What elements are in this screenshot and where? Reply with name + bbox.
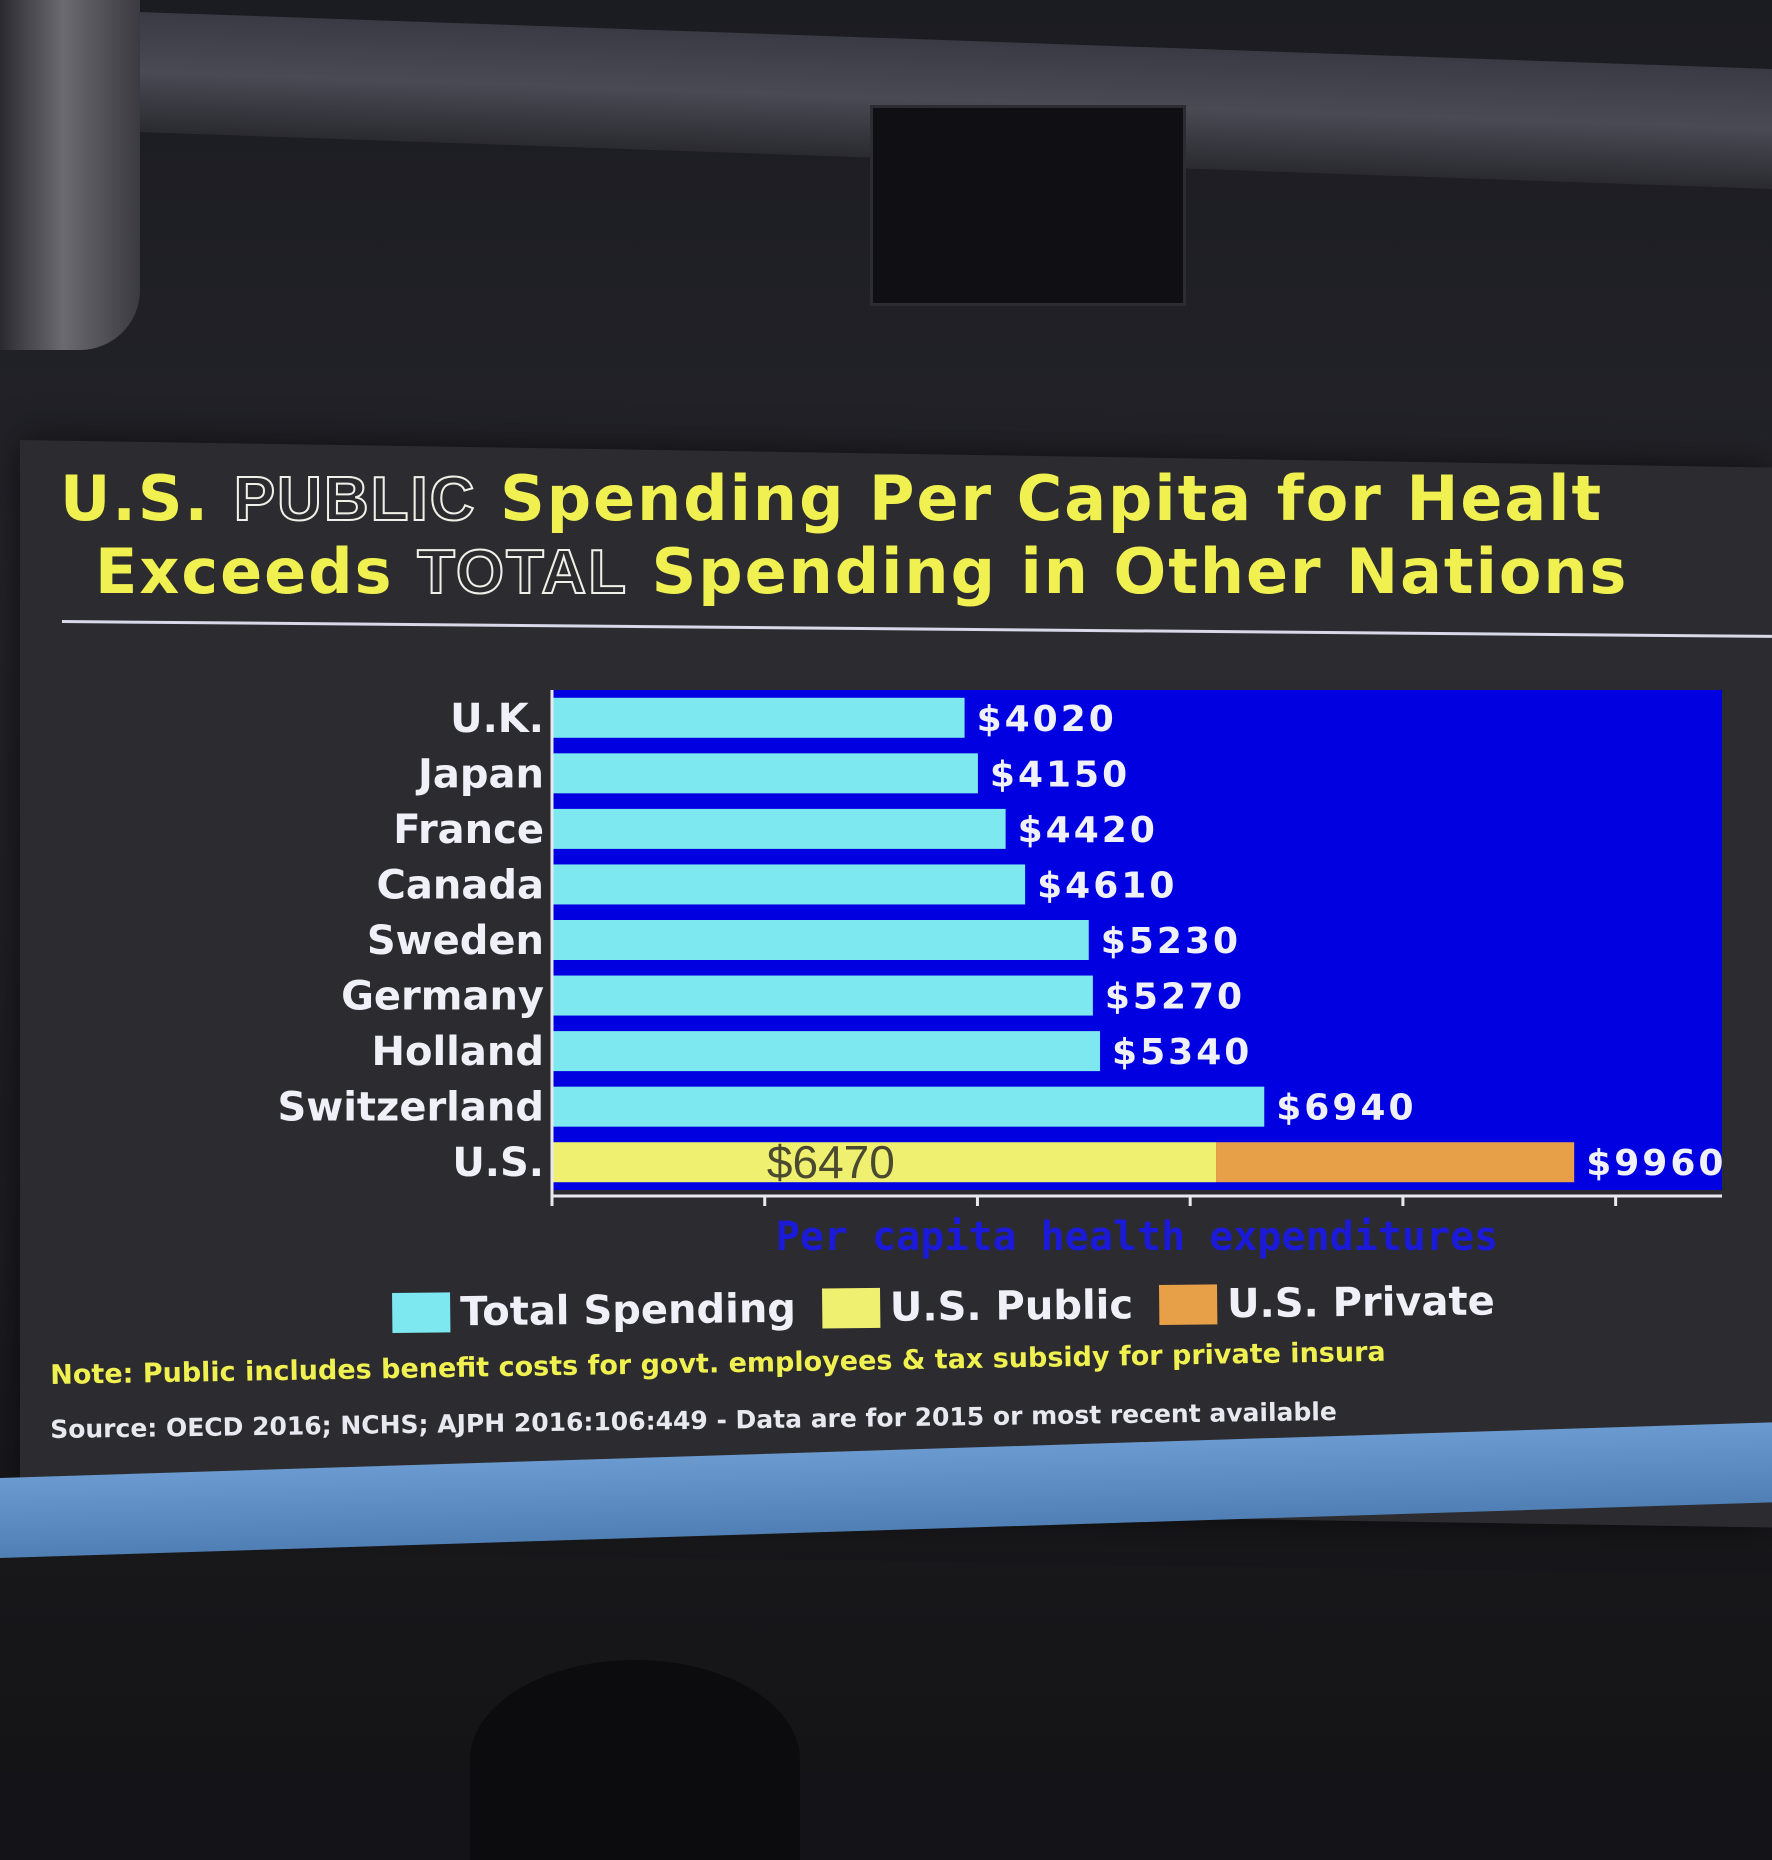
ceiling-pillar [0, 0, 140, 350]
data-label-holland: $5340 [1112, 1032, 1252, 1073]
data-label-u-k: $4020 [977, 699, 1117, 740]
data-label-france: $4420 [1018, 810, 1158, 851]
bar-private-u-s [1216, 1142, 1575, 1183]
data-label-u-s: $9960 [1586, 1143, 1726, 1184]
bar-total-u-k [552, 697, 965, 738]
category-label-u-k: U.K. [450, 696, 544, 742]
data-label-switzerland: $6940 [1276, 1088, 1416, 1129]
legend-item-public: U.S. Public [821, 1282, 1134, 1331]
projector-box [870, 105, 1186, 306]
data-label-sweden: $5230 [1101, 921, 1241, 962]
bar-total-canada [552, 864, 1026, 905]
legend-item-private: U.S. Private [1158, 1278, 1495, 1328]
legend-label-private: U.S. Private [1226, 1278, 1495, 1328]
slide-title-line-2: Exceeds TOTAL Spending in Other Nations [95, 535, 1628, 608]
bar-total-germany [552, 975, 1093, 1016]
title-exceeds: Exceeds [95, 535, 394, 608]
audience-head [470, 1660, 800, 1860]
bar-total-switzerland [552, 1086, 1265, 1127]
bar-chart: U.K. $4020 Japan $4150 France $4420 Canada $461… [277, 690, 1726, 1260]
data-label-germany: $5270 [1105, 977, 1245, 1018]
title-public-outlined: PUBLIC [233, 464, 477, 535]
bar-total-sweden [552, 920, 1089, 960]
title-us: U.S. [60, 462, 211, 535]
category-label-germany: Germany [341, 974, 544, 1020]
bar-total-holland [552, 1031, 1101, 1072]
title-line2-rest: Spending in Other Nations [651, 535, 1629, 608]
data-label-us-public: $6470 [767, 1136, 895, 1188]
x-axis-label: Per capita health expenditures [776, 1214, 1498, 1260]
title-line1-rest: Spending Per Capita for Healt [500, 462, 1604, 535]
category-label-switzerland: Switzerland [277, 1085, 544, 1131]
slide-title-line-1: U.S. PUBLIC Spending Per Capita for Heal… [60, 462, 1603, 535]
category-label-u-s: U.S. [452, 1140, 544, 1186]
bar-total-japan [552, 753, 978, 794]
legend-label-total: Total Spending [459, 1285, 797, 1336]
bar-public-u-s [552, 1142, 1217, 1183]
data-label-japan: $4150 [990, 754, 1130, 795]
legend-swatch-total [392, 1292, 451, 1333]
category-label-sweden: Sweden [367, 918, 544, 964]
legend-item-total: Total Spending [392, 1286, 796, 1336]
category-label-france: France [393, 807, 544, 853]
category-label-holland: Holland [372, 1029, 544, 1075]
category-label-japan: Japan [415, 751, 544, 797]
title-total-outlined: TOTAL [416, 537, 628, 608]
chart-container: U.K. $4020 Japan $4150 France $4420 Canada $461… [20, 660, 1772, 1280]
category-label-canada: Canada [377, 862, 544, 908]
legend-swatch-private [1158, 1284, 1218, 1325]
bar-total-france [552, 808, 1006, 849]
legend-label-public: U.S. Public [889, 1282, 1134, 1331]
legend-swatch-public [821, 1287, 881, 1329]
data-label-canada: $4610 [1037, 865, 1177, 906]
